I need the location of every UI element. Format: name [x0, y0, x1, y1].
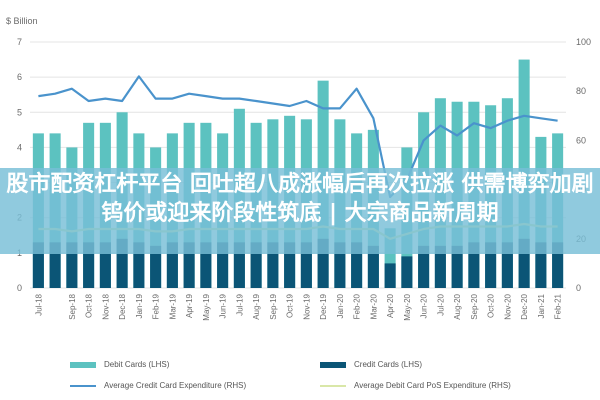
x-tick-label: Jul-18 [34, 293, 43, 315]
x-tick-label: May-20 [403, 293, 412, 320]
x-tick-label: Feb-20 [353, 293, 362, 319]
credit-bar [183, 242, 195, 288]
x-tick-label: May-19 [202, 293, 211, 320]
credit-bar [300, 242, 312, 288]
credit-bar [552, 242, 564, 288]
y-left-tick-label: 4 [17, 142, 22, 152]
legend-item-avg-credit-card-expenditure: Average Credit Card Expenditure (RHS) [70, 381, 246, 390]
x-tick-label: Jun-20 [420, 293, 429, 318]
credit-bar [351, 242, 363, 288]
credit-bar [200, 242, 212, 288]
x-tick-label: Oct-18 [85, 293, 94, 318]
x-tick-label: Feb-19 [152, 293, 161, 319]
y-axis-left-ticks: 01234567 [17, 37, 22, 293]
legend-swatch-avg-debit-card-pos-expenditure [320, 384, 346, 387]
credit-bar [535, 242, 547, 288]
x-tick-label: Nov-19 [302, 293, 311, 319]
credit-bar [250, 242, 262, 288]
debit-bar [384, 228, 396, 288]
credit-bar [334, 242, 346, 288]
headline-banner: 股市配资杠杆平台 回吐超八成涨幅后再次拉涨 供需博弈加剧 钨价或迎来阶段性筑底 … [0, 168, 600, 254]
legend-label: Credit Cards (LHS) [354, 360, 423, 369]
credit-bar [166, 242, 178, 288]
y-left-tick-label: 5 [17, 107, 22, 117]
credit-bar [468, 242, 480, 288]
x-tick-label: Nov-18 [101, 293, 110, 319]
x-tick-label: Dec-18 [118, 293, 127, 319]
x-tick-label: Mar-19 [168, 293, 177, 319]
credit-bar [32, 242, 44, 288]
y-left-tick-label: 7 [17, 37, 22, 47]
x-tick-label: Apr-20 [386, 293, 395, 318]
x-tick-label: Jun-19 [219, 293, 228, 318]
credit-bar [284, 242, 296, 288]
y-axis-right-ticks: 020406080100 [576, 37, 591, 293]
credit-bar [384, 263, 396, 288]
credit-bar [66, 242, 78, 288]
headline-text: 股市配资杠杆平台 回吐超八成涨幅后再次拉涨 供需博弈加剧 钨价或迎来阶段性筑底 … [6, 172, 594, 226]
x-tick-label: Jul-20 [436, 293, 445, 315]
credit-bar [367, 245, 379, 288]
legend-swatch-debit-cards [70, 361, 96, 368]
x-tick-label: Sep-20 [470, 293, 479, 319]
x-tick-label: Dec-20 [520, 293, 529, 319]
credit-bar [451, 245, 463, 288]
credit-bar [83, 242, 95, 288]
credit-bar [116, 238, 128, 288]
credit-bar [150, 245, 162, 288]
y-left-tick-label: 6 [17, 72, 22, 82]
credit-bar [401, 256, 413, 288]
credit-bar [217, 242, 229, 288]
x-tick-label: Jan-20 [336, 293, 345, 318]
credit-bar [99, 242, 111, 288]
avg-credit-card-expenditure-line [38, 75, 558, 199]
legend-item-credit-cards: Credit Cards (LHS) [320, 360, 422, 369]
x-tick-label: Jan-21 [537, 293, 546, 318]
credit-bar [233, 242, 245, 288]
credit-bar [267, 242, 279, 288]
credit-bar [518, 238, 530, 288]
x-tick-label: Oct-19 [286, 293, 295, 318]
credit-bar [501, 242, 513, 288]
x-tick-label: Jul-19 [235, 293, 244, 315]
x-tick-label: Nov-20 [503, 293, 512, 319]
x-tick-label: Apr-19 [185, 293, 194, 318]
legend-swatch-avg-credit-card-expenditure [70, 384, 96, 387]
y-right-tick-label: 80 [576, 86, 586, 96]
credit-bar [485, 242, 497, 288]
credit-card-bars [32, 238, 564, 288]
x-tick-label: Sep-19 [269, 293, 278, 319]
x-tick-label: Aug-19 [252, 293, 261, 319]
x-tick-label: Mar-20 [369, 293, 378, 319]
legend-label: Debit Cards (LHS) [104, 360, 170, 369]
y-axis-left-label: $ Billion [6, 16, 38, 26]
y-left-tick-label: 0 [17, 283, 22, 293]
credit-bar [434, 245, 446, 288]
x-tick-label: Sep-18 [68, 293, 77, 319]
legend-item-debit-cards: Debit Cards (LHS) [70, 360, 169, 369]
legend-label: Average Credit Card Expenditure (RHS) [104, 381, 247, 390]
x-axis-ticks: Jul-18 Sep-18 Oct-18 Nov-18 Dec-18 Jan-19 Feb-… [34, 293, 562, 320]
x-tick-label: Oct-20 [487, 293, 496, 318]
x-tick-label: Dec-19 [319, 293, 328, 319]
credit-bar [418, 245, 430, 288]
credit-bar [317, 238, 329, 288]
credit-bar [49, 242, 61, 288]
y-right-tick-label: 60 [576, 135, 586, 145]
credit-bar [133, 242, 145, 288]
legend-item-avg-debit-card-pos-expenditure: Average Debit Card PoS Expenditure (RHS) [320, 381, 511, 390]
x-tick-label: Jan-19 [135, 293, 144, 318]
y-right-tick-label: 100 [576, 37, 591, 47]
legend-swatch-credit-cards [320, 361, 346, 368]
y-right-tick-label: 0 [576, 283, 581, 293]
chart-legend: Debit Cards (LHS) Credit Cards (LHS) Ave… [0, 326, 600, 400]
x-tick-label: Feb-21 [554, 293, 563, 319]
x-tick-label: Aug-20 [453, 293, 462, 319]
legend-label: Average Debit Card PoS Expenditure (RHS) [354, 381, 511, 390]
